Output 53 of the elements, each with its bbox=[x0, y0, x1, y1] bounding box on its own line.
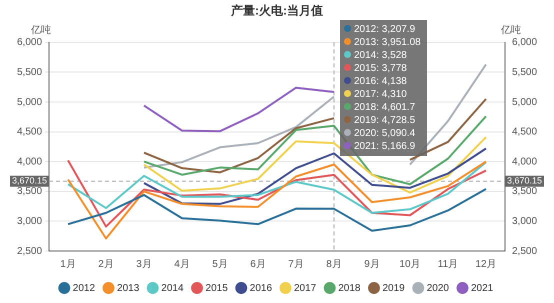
y-tick-label: 3,000 bbox=[16, 216, 42, 227]
x-tick-label: 11月 bbox=[438, 258, 458, 270]
annotation: 2021: 5,166.9 bbox=[354, 141, 416, 152]
text: 2012: 3,207.9 bbox=[354, 24, 416, 36]
y2-tick-label: 5,500 bbox=[512, 66, 538, 78]
y-tick-label: 4,000 bbox=[16, 156, 42, 168]
legend-label: 2012 bbox=[72, 282, 96, 294]
y2-tick-label: 3,000 bbox=[512, 216, 538, 227]
legend-label: 2016 bbox=[250, 282, 272, 294]
x-tick-label: 4月 bbox=[174, 258, 190, 270]
x-tick-label: 7月 bbox=[288, 258, 304, 270]
annotation: 2014: 3,528 bbox=[354, 50, 407, 62]
annotation: 2015: 3,778 bbox=[354, 63, 407, 74]
y2-tick-label: 4,000 bbox=[512, 156, 538, 168]
y2-tick-label: 5,000 bbox=[512, 96, 538, 108]
legend-label: 2021 bbox=[470, 282, 494, 294]
legend-label: 2014 bbox=[161, 282, 184, 294]
y-axis-title: 亿吨 bbox=[30, 24, 52, 36]
chart-title: 产量:火电:当月值 bbox=[230, 4, 323, 18]
y-tick-label: 5,500 bbox=[16, 66, 42, 78]
annotation: 2019: 4,728.5 bbox=[354, 115, 416, 126]
y2-tick-label: 3,500 bbox=[512, 186, 538, 198]
legend-label: 2013 bbox=[117, 282, 140, 294]
y-tick-label: 5,000 bbox=[16, 96, 42, 108]
x-tick-label: 9月 bbox=[364, 258, 380, 270]
x-tick-label: 1月 bbox=[60, 258, 76, 270]
y-tick-label: 2,500 bbox=[16, 246, 42, 257]
y-tick-label: 6,000 bbox=[16, 37, 42, 48]
ref-line-label: 3,670.15 bbox=[12, 176, 48, 186]
y-tick-label: 3,500 bbox=[16, 186, 42, 198]
x-tick-label: 6月 bbox=[250, 258, 266, 270]
legend-label: 2017 bbox=[294, 282, 317, 294]
annotation: 2017: 4,310 bbox=[354, 89, 407, 100]
y2-tick-label: 6,000 bbox=[512, 37, 538, 48]
x-tick-label: 12月 bbox=[475, 258, 497, 270]
legend-label: 2018 bbox=[338, 282, 361, 294]
legend-label: 2020 bbox=[426, 282, 450, 294]
text: 3,670.15 bbox=[506, 176, 542, 186]
x-tick-label: 10月 bbox=[399, 258, 421, 270]
annotation: 2016: 4,138 bbox=[354, 76, 407, 88]
y2-axis-title: 亿吨 bbox=[500, 24, 521, 36]
x-tick-label: 2月 bbox=[98, 258, 114, 270]
legend-label: 2015 bbox=[206, 282, 228, 294]
x-tick-label: 8月 bbox=[326, 258, 342, 270]
y2-tick-label: 2,500 bbox=[512, 246, 538, 257]
y-tick-label: 4,500 bbox=[16, 126, 42, 138]
annotation: 2013: 3,951.08 bbox=[354, 37, 421, 48]
x-tick-label: 5月 bbox=[212, 258, 228, 270]
annotation: 2020: 5,090.4 bbox=[354, 128, 416, 140]
x-tick-label: 3月 bbox=[136, 258, 152, 270]
annotation: 2018: 4,601.7 bbox=[354, 102, 416, 114]
legend-label: 2019 bbox=[382, 282, 406, 294]
y2-tick-label: 4,500 bbox=[512, 126, 538, 138]
